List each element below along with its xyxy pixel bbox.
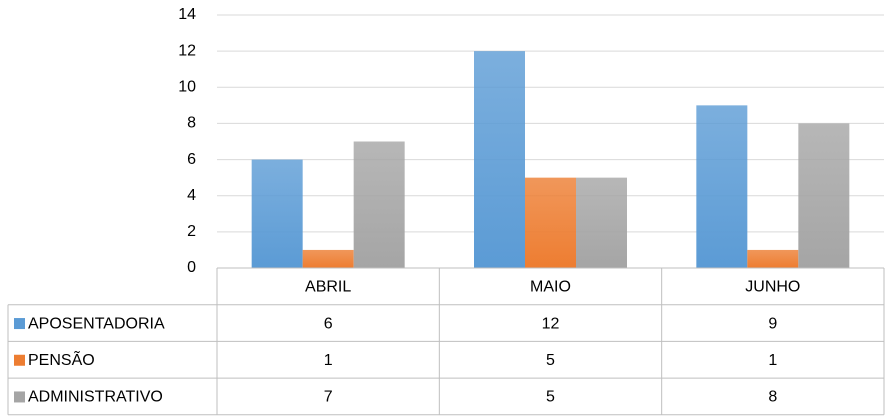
legend-swatch bbox=[14, 354, 25, 366]
y-tick-label: 0 bbox=[187, 259, 196, 276]
bar bbox=[798, 123, 850, 268]
table-value: 12 bbox=[542, 315, 560, 332]
table-value: 5 bbox=[546, 389, 555, 406]
y-tick-label: 14 bbox=[178, 6, 196, 23]
bar bbox=[696, 105, 748, 268]
bar bbox=[251, 159, 303, 268]
bar bbox=[474, 51, 525, 269]
legend-label: PENSÃO bbox=[28, 349, 95, 369]
bar bbox=[525, 177, 576, 268]
y-tick-label: 12 bbox=[178, 42, 196, 59]
legend-label: ADMINISTRATIVO bbox=[28, 389, 163, 406]
y-tick-label: 6 bbox=[187, 151, 196, 168]
table-value: 1 bbox=[324, 352, 333, 369]
y-tick-label: 2 bbox=[187, 223, 196, 240]
bar bbox=[747, 249, 799, 268]
bar bbox=[353, 141, 405, 268]
legend-label: APOSENTADORIA bbox=[28, 315, 165, 332]
y-tick-label: 10 bbox=[178, 79, 196, 96]
bar bbox=[576, 177, 627, 268]
x-tick-label: ABRIL bbox=[305, 279, 351, 296]
y-tick-label: 8 bbox=[187, 115, 196, 132]
y-tick-label: 4 bbox=[187, 187, 196, 204]
legend-swatch bbox=[14, 318, 25, 330]
bar bbox=[302, 249, 354, 268]
legend-swatch bbox=[14, 391, 25, 403]
table-value: 7 bbox=[324, 389, 333, 406]
x-tick-label: JUNHO bbox=[745, 279, 800, 296]
table-value: 6 bbox=[324, 315, 333, 332]
table-value: 8 bbox=[768, 389, 777, 406]
table-value: 9 bbox=[768, 315, 777, 332]
table-value: 1 bbox=[768, 352, 777, 369]
table-value: 5 bbox=[546, 352, 555, 369]
x-tick-label: MAIO bbox=[530, 279, 571, 296]
